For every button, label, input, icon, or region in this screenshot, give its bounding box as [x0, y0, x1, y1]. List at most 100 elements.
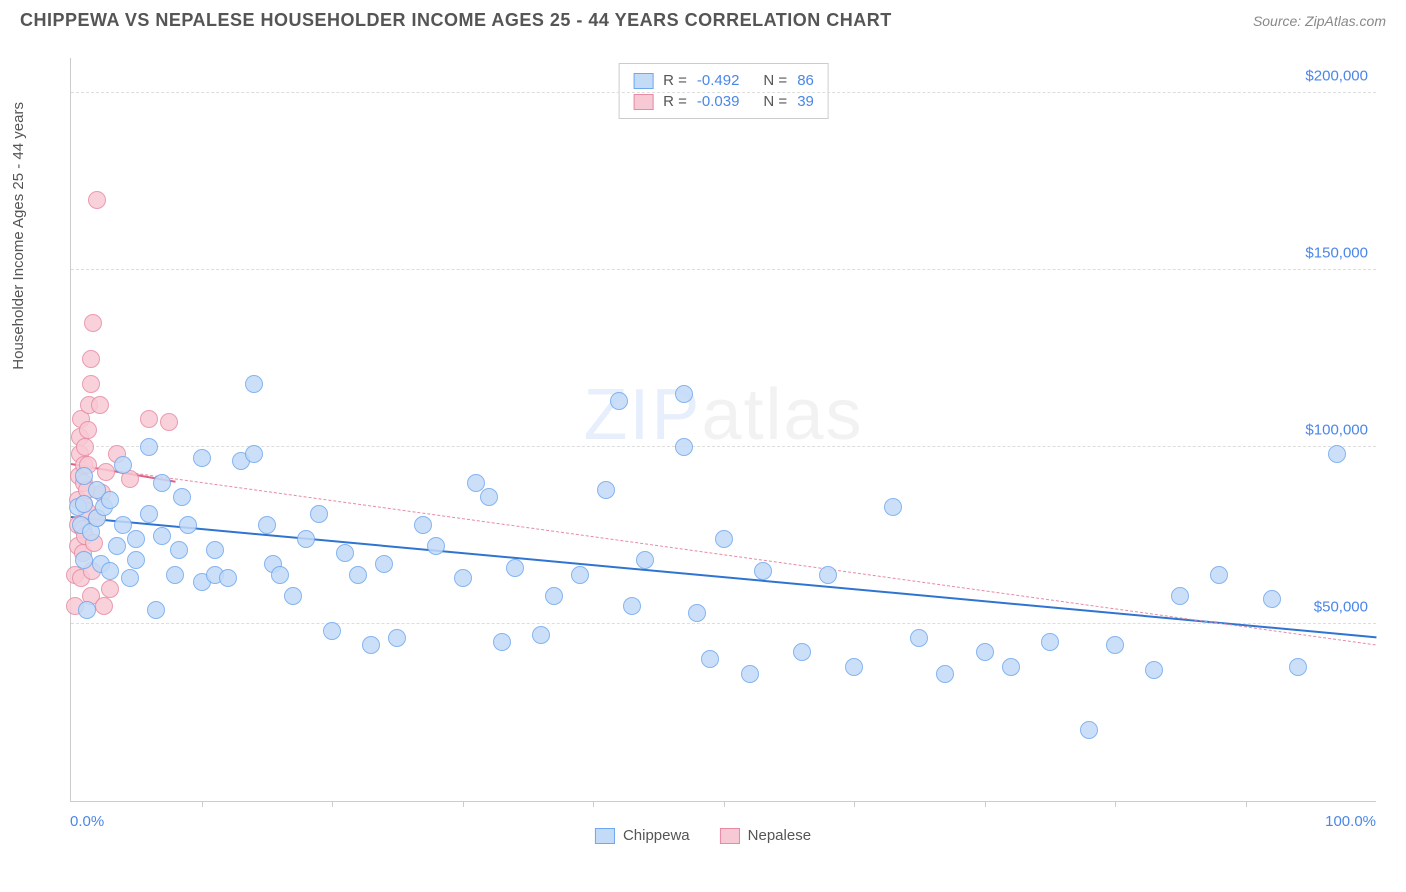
- data-point: [454, 569, 472, 587]
- watermark-light: atlas: [701, 375, 863, 455]
- y-tick-label: $150,000: [1305, 245, 1368, 262]
- data-point: [1002, 658, 1020, 676]
- data-point: [147, 601, 165, 619]
- legend-bottom: ChippewaNepalese: [595, 827, 811, 844]
- data-point: [819, 566, 837, 584]
- data-point: [910, 629, 928, 647]
- data-point: [427, 537, 445, 555]
- data-point: [88, 191, 106, 209]
- x-tick: [202, 801, 203, 807]
- stat-r-label: R =: [663, 93, 687, 110]
- gridline-h: [71, 623, 1376, 624]
- stats-row: R = -0.039 N = 39: [633, 91, 814, 112]
- stat-n-value: 39: [797, 93, 814, 110]
- x-tick: [1115, 801, 1116, 807]
- stat-r-value: -0.492: [697, 72, 740, 89]
- data-point: [688, 604, 706, 622]
- legend-swatch: [595, 828, 615, 844]
- data-point: [78, 601, 96, 619]
- data-point: [388, 629, 406, 647]
- chart-title: CHIPPEWA VS NEPALESE HOUSEHOLDER INCOME …: [20, 10, 892, 31]
- legend-swatch: [720, 828, 740, 844]
- data-point: [82, 350, 100, 368]
- y-axis-label: Householder Income Ages 25 - 44 years: [10, 102, 27, 370]
- data-point: [1171, 587, 1189, 605]
- data-point: [845, 658, 863, 676]
- data-point: [101, 491, 119, 509]
- data-point: [741, 665, 759, 683]
- data-point: [976, 643, 994, 661]
- data-point: [271, 566, 289, 584]
- data-point: [1106, 636, 1124, 654]
- legend-swatch: [633, 94, 653, 110]
- data-point: [506, 559, 524, 577]
- data-point: [127, 530, 145, 548]
- x-tick: [463, 801, 464, 807]
- data-point: [636, 551, 654, 569]
- x-tick: [593, 801, 594, 807]
- stat-r-value: -0.039: [697, 93, 740, 110]
- data-point: [701, 650, 719, 668]
- stat-n-label: N =: [763, 72, 787, 89]
- data-point: [675, 438, 693, 456]
- data-point: [532, 626, 550, 644]
- data-point: [793, 643, 811, 661]
- data-point: [173, 488, 191, 506]
- regression-line: [71, 464, 1376, 645]
- data-point: [95, 597, 113, 615]
- data-point: [79, 421, 97, 439]
- plot-area: ZIPatlas R = -0.492N = 86R = -0.039N = 3…: [70, 58, 1376, 802]
- data-point: [571, 566, 589, 584]
- data-point: [245, 375, 263, 393]
- data-point: [754, 562, 772, 580]
- x-axis-min-label: 0.0%: [70, 813, 104, 830]
- x-tick: [985, 801, 986, 807]
- data-point: [91, 396, 109, 414]
- data-point: [349, 566, 367, 584]
- y-tick-label: $200,000: [1305, 68, 1368, 85]
- data-point: [545, 587, 563, 605]
- x-tick: [724, 801, 725, 807]
- x-tick: [854, 801, 855, 807]
- data-point: [323, 622, 341, 640]
- data-point: [170, 541, 188, 559]
- data-point: [206, 541, 224, 559]
- data-point: [153, 527, 171, 545]
- legend-label: Nepalese: [748, 827, 811, 844]
- data-point: [336, 544, 354, 562]
- data-point: [193, 449, 211, 467]
- data-point: [610, 392, 628, 410]
- gridline-h: [71, 92, 1376, 93]
- data-point: [675, 385, 693, 403]
- data-point: [623, 597, 641, 615]
- data-point: [480, 488, 498, 506]
- data-point: [76, 438, 94, 456]
- plot-container: Householder Income Ages 25 - 44 years ZI…: [20, 48, 1386, 852]
- chart-source: Source: ZipAtlas.com: [1253, 13, 1386, 29]
- data-point: [140, 410, 158, 428]
- data-point: [414, 516, 432, 534]
- data-point: [1289, 658, 1307, 676]
- data-point: [97, 463, 115, 481]
- data-point: [127, 551, 145, 569]
- stats-row: R = -0.492N = 86: [633, 70, 814, 91]
- data-point: [121, 569, 139, 587]
- data-point: [284, 587, 302, 605]
- data-point: [297, 530, 315, 548]
- x-tick: [332, 801, 333, 807]
- data-point: [884, 498, 902, 516]
- y-tick-label: $50,000: [1314, 599, 1368, 616]
- y-tick-label: $100,000: [1305, 422, 1368, 439]
- data-point: [1210, 566, 1228, 584]
- data-point: [1263, 590, 1281, 608]
- data-point: [597, 481, 615, 499]
- data-point: [258, 516, 276, 534]
- data-point: [166, 566, 184, 584]
- data-point: [1080, 721, 1098, 739]
- stat-n-label: N =: [763, 93, 787, 110]
- data-point: [140, 438, 158, 456]
- data-point: [493, 633, 511, 651]
- stats-legend-box: R = -0.492N = 86R = -0.039N = 39: [618, 63, 829, 119]
- gridline-h: [71, 269, 1376, 270]
- data-point: [82, 375, 100, 393]
